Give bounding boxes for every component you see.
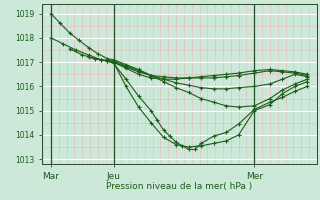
X-axis label: Pression niveau de la mer( hPa ): Pression niveau de la mer( hPa ) bbox=[106, 182, 252, 191]
